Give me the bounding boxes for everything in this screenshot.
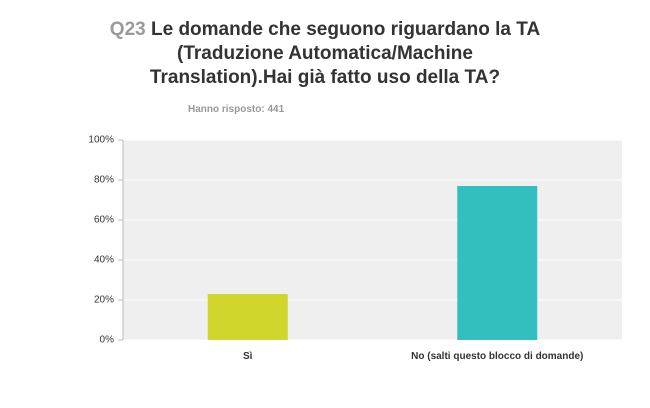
x-tick-label: No (salti questo blocco di domande) (411, 351, 584, 362)
bar (207, 294, 288, 340)
chart-title: Le domande che seguono riguardano la TA … (149, 19, 541, 88)
subtitle: Hanno risposto: 441 (188, 104, 285, 115)
y-tick-label: 80% (94, 175, 114, 186)
plot-background (123, 140, 622, 340)
chart-title-block: Q23 Le domande che seguono riguardano la… (105, 18, 545, 90)
bar (457, 186, 538, 340)
y-tick-label: 60% (94, 215, 114, 226)
x-tick-label: Sì (243, 351, 253, 362)
y-tick-label: 100% (88, 135, 114, 146)
y-tick-label: 40% (94, 255, 114, 266)
question-number: Q23 (109, 19, 146, 40)
y-tick-label: 20% (94, 295, 114, 306)
y-tick-label: 0% (100, 335, 115, 346)
